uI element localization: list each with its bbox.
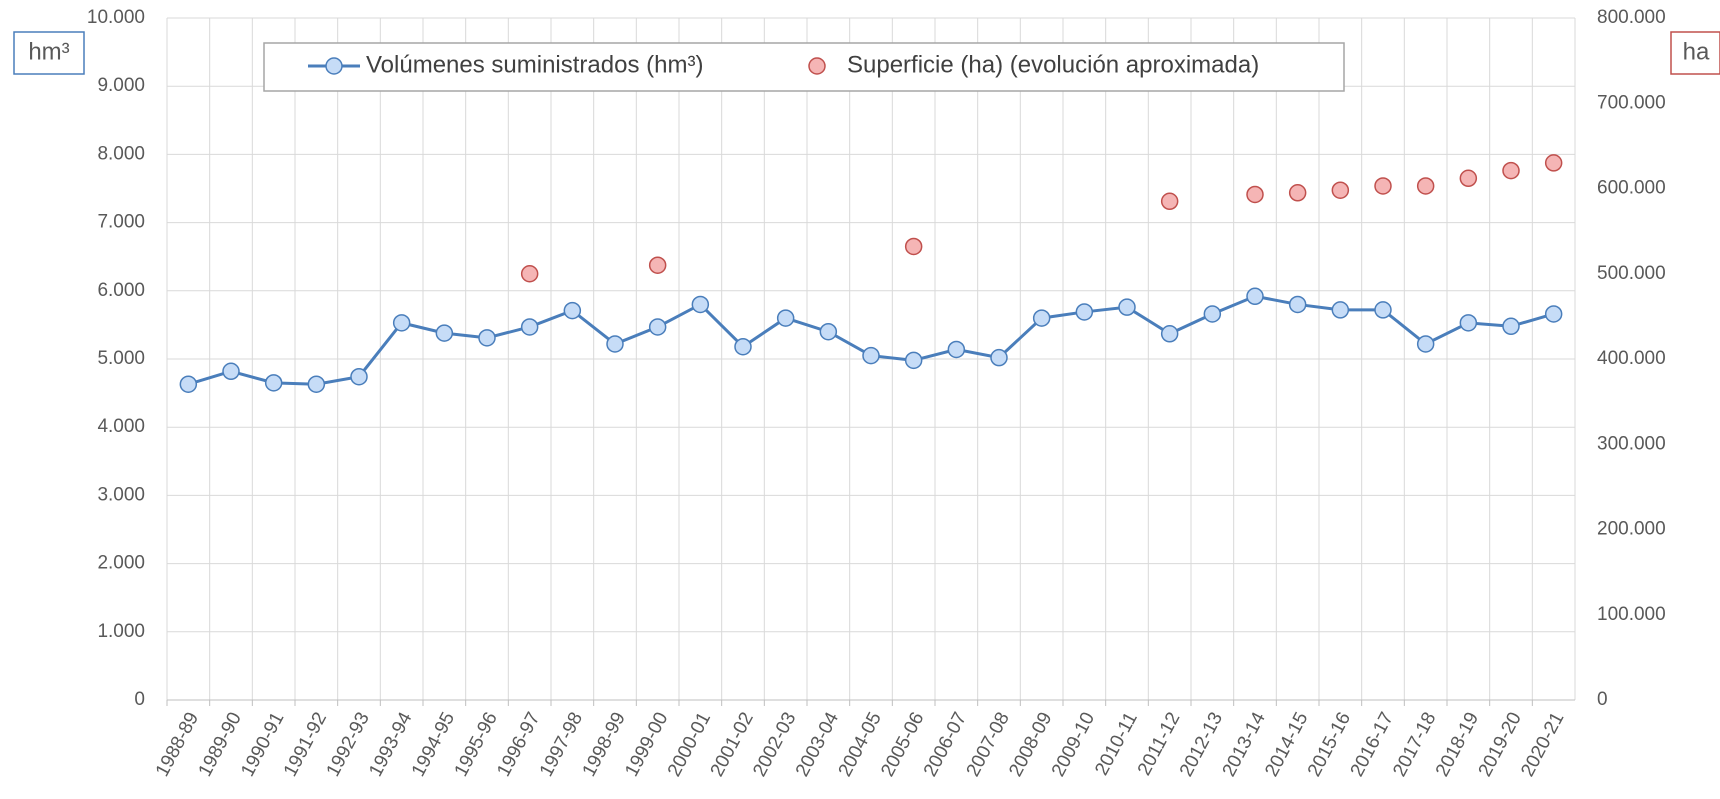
y2-tick-label: 300.000 [1597,433,1666,454]
y2-tick-label: 600.000 [1597,178,1666,199]
y2-tick-label: 500.000 [1597,263,1666,284]
y-tick-label: 5.000 [97,348,145,369]
marker [990,348,1008,367]
y-tick-label: 0 [134,689,145,710]
marker [1416,335,1435,353]
y2-label-box [1670,31,1720,75]
legend-box [263,42,1345,92]
marker [1246,185,1264,204]
marker [1416,177,1435,195]
legend: Volúmenes suministrados (hm³) Superficie … [263,42,1345,92]
marker [904,351,923,370]
marker [179,375,198,393]
marker [1331,181,1350,199]
marker [1331,301,1350,319]
legend-marker [808,57,826,75]
marker [1032,309,1051,327]
marker [691,295,710,314]
legend-marker [325,57,343,75]
y-tick-label: 1.000 [97,621,145,642]
marker [904,237,923,256]
marker [1160,325,1179,343]
marker [1374,301,1392,319]
y2-tick-label: 400.000 [1597,348,1666,369]
y-axis-label: hm³ [28,38,69,65]
marker [1288,184,1307,202]
y-tick-label: 7.000 [97,212,145,233]
y2-tick-label: 800.000 [1597,7,1666,28]
y-tick-label: 3.000 [97,484,145,505]
marker [520,265,539,283]
y2-tick-label: 700.000 [1597,92,1666,113]
y-tick-label: 10.000 [87,7,145,28]
marker [1544,154,1563,172]
marker [734,337,752,356]
y2-tick-label: 0 [1597,689,1608,710]
marker [1544,305,1563,323]
marker [307,375,326,393]
y-label-box [13,31,85,75]
marker [435,324,454,342]
marker [1075,303,1094,321]
marker [1246,287,1264,306]
marker [776,309,795,327]
y2-axis-label: ha [1683,38,1710,65]
marker [264,374,283,392]
marker [520,318,539,336]
marker [350,367,368,386]
marker [819,322,838,341]
legend-label: Volúmenes suministrados (hm³) [366,51,703,78]
marker [478,329,496,347]
marker [1502,161,1520,180]
marker [563,301,582,320]
marker [1118,298,1136,316]
marker [1459,169,1478,188]
marker [1374,177,1392,195]
marker [1203,305,1222,323]
marker [648,318,667,336]
marker [1502,317,1520,336]
y2-tick-label: 200.000 [1597,519,1666,540]
marker [1459,314,1478,332]
marker [392,314,411,332]
y-tick-label: 4.000 [97,416,145,437]
marker [1288,295,1307,314]
marker [862,346,880,365]
marker [1160,192,1179,211]
y2-tick-label: 100.000 [1597,604,1666,625]
marker [606,335,624,353]
y-tick-label: 8.000 [97,143,145,164]
y-tick-label: 2.000 [97,553,145,574]
y-tick-label: 6.000 [97,280,145,301]
marker [648,256,667,274]
marker [222,362,240,381]
y-tick-label: 9.000 [97,75,145,96]
marker [947,340,966,359]
legend-label: Superficie (ha) (evolución aproximada) [847,51,1259,78]
